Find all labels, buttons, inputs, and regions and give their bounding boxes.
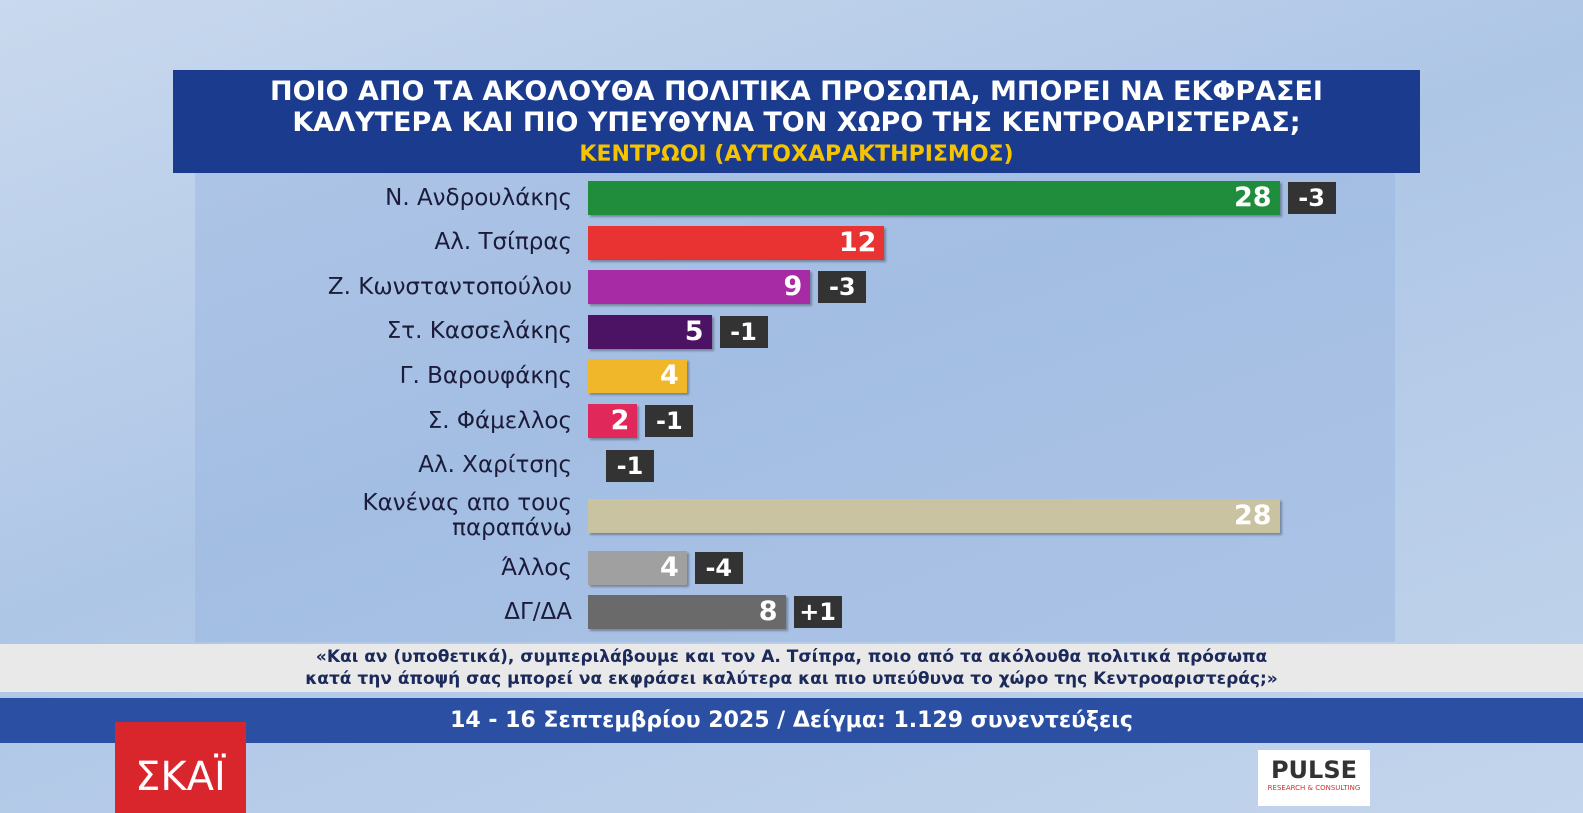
change-label: -3 bbox=[818, 271, 867, 304]
value-label: 28 bbox=[1234, 182, 1272, 213]
chart-title: ΠΟΙΟ ΑΠΟ ΤΑ ΑΚΟΛΟΥΘΑ ΠΟΛΙΤΙΚΑ ΠΡΟΣΩΠΑ, Μ… bbox=[270, 76, 1323, 138]
value-label: 2 bbox=[610, 405, 630, 436]
change-label: -1 bbox=[719, 315, 768, 348]
value-label: 12 bbox=[838, 226, 877, 258]
category-label: ΔΓ/ΔΑ bbox=[504, 598, 572, 625]
question: «Και αν (υποθετικά), συμπεριλάβουμε και … bbox=[0, 644, 1583, 692]
bar bbox=[588, 225, 885, 260]
bar bbox=[588, 359, 687, 394]
category-label: Αλ. Χαρίτσης bbox=[418, 452, 572, 479]
bar bbox=[588, 181, 1280, 215]
change-label: -4 bbox=[694, 552, 743, 584]
category-label: Σ. Φάμελλος bbox=[427, 407, 572, 434]
source: 14 - 16 Σεπτεμβρίου 2025 / Δείγμα: 1.129… bbox=[0, 698, 1583, 743]
bar bbox=[588, 404, 638, 438]
value-label: 9 bbox=[783, 271, 803, 303]
value-label: 28 bbox=[1234, 500, 1272, 531]
bar bbox=[588, 270, 811, 305]
bar bbox=[588, 595, 786, 629]
category-label: Γ. Βαρουφάκης bbox=[399, 362, 572, 389]
change-label: -1 bbox=[606, 449, 654, 482]
pollster-logo: PULSE RESEARCH & CONSULTING bbox=[1258, 750, 1370, 806]
category-label: Ν. Ανδρουλάκης bbox=[385, 184, 572, 211]
category-label: Ζ. Κωνσταντοπούλου bbox=[327, 273, 572, 300]
chart-subtitle: ΚΕΝΤΡΩΟΙ (ΑΥΤΟΧΑΡΑΚΤΗΡΙΣΜΟΣ) bbox=[579, 142, 1014, 167]
value-label: 8 bbox=[758, 596, 778, 627]
pollster-name: PULSE bbox=[1270, 756, 1358, 784]
category-label: Κανένας απο τους παραπάνω bbox=[362, 490, 572, 541]
change-label: -3 bbox=[1287, 182, 1336, 214]
bar bbox=[588, 499, 1280, 533]
change-label: -1 bbox=[645, 405, 694, 437]
category-label: Άλλος bbox=[501, 554, 572, 581]
bar bbox=[588, 314, 712, 349]
pollster-tagline: RESEARCH & CONSULTING bbox=[1267, 784, 1361, 792]
value-label: 4 bbox=[660, 552, 679, 583]
value-label: 4 bbox=[660, 360, 679, 392]
category-label: Στ. Κασσελάκης bbox=[386, 318, 572, 345]
change-label: +1 bbox=[793, 596, 842, 628]
title-box: ΠΟΙΟ ΑΠΟ ΤΑ ΑΚΟΛΟΥΘΑ ΠΟΛΙΤΙΚΑ ΠΡΟΣΩΠΑ, Μ… bbox=[173, 70, 1420, 173]
category-label: Αλ. Τσίπρας bbox=[434, 229, 572, 256]
bar bbox=[588, 551, 687, 585]
channel-logo: ΣΚΑΪ bbox=[115, 722, 246, 813]
value-label: 5 bbox=[684, 315, 704, 347]
